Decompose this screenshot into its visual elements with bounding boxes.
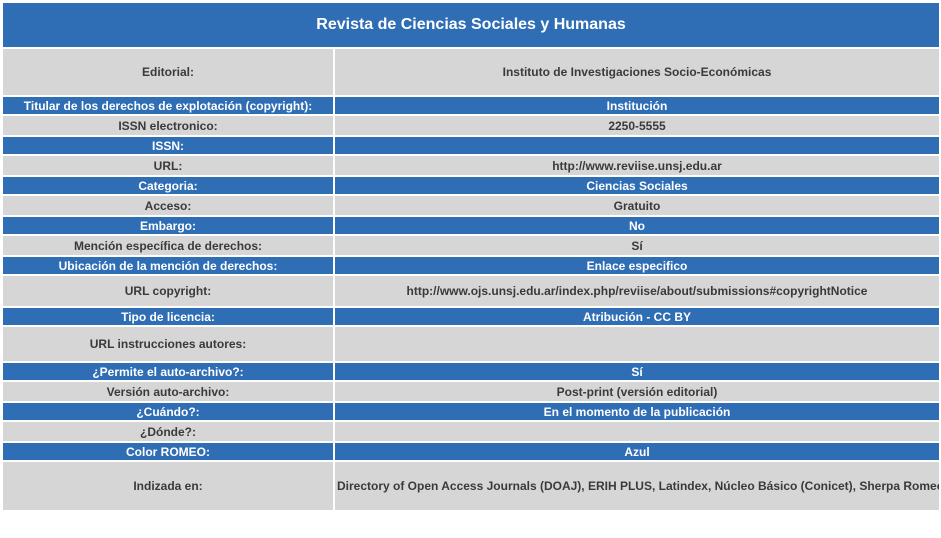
field-value: Atribución - CC BY [335,308,940,325]
field-value: Post-print (versión editorial) [335,382,940,401]
field-value [335,137,940,154]
field-label: Versión auto-archivo: [3,382,333,401]
field-label: ISSN electronico: [3,116,333,135]
field-label: Acceso: [3,196,333,215]
field-value: Instituto de Investigaciones Socio-Econó… [335,49,940,95]
record-row: Editorial: Instituto de Investigaciones S… [3,49,940,95]
journal-record-table: Revista de Ciencias Sociales y Humanas E… [1,1,941,512]
field-label: ISSN: [3,137,333,154]
field-label: Titular de los derechos de explotación (… [3,97,333,114]
field-label: Embargo: [3,217,333,234]
record-row: URL copyright: http://www.ojs.unsj.edu.ar… [3,276,940,306]
field-value: Sí [335,236,940,255]
journal-title: Revista de Ciencias Sociales y Humanas [3,3,940,47]
record-row: Color ROMEO: Azul [3,443,940,460]
record-row: Titular de los derechos de explotación (… [3,97,940,114]
field-label: Mención específica de derechos: [3,236,333,255]
field-label: Color ROMEO: [3,443,333,460]
record-row: ¿Dónde?: [3,422,940,441]
field-value: http://www.reviise.unsj.edu.ar [335,156,940,175]
record-row: URL: http://www.reviise.unsj.edu.ar [3,156,940,175]
field-value: Directory of Open Access Journals (DOAJ)… [335,462,940,510]
field-label: Tipo de licencia: [3,308,333,325]
field-value: No [335,217,940,234]
field-label: URL copyright: [3,276,333,306]
record-row: Tipo de licencia: Atribución - CC BY [3,308,940,325]
record-row: Mención específica de derechos: Sí [3,236,940,255]
record-row: Indizada en: Directory of Open Access Jou… [3,462,940,510]
field-label: URL instrucciones autores: [3,327,333,361]
field-value: Sí [335,363,940,380]
record-body: Revista de Ciencias Sociales y Humanas E… [3,3,940,510]
field-value [335,422,940,441]
field-label: ¿Cuándo?: [3,403,333,420]
field-label: Editorial: [3,49,333,95]
field-label: Categoria: [3,177,333,194]
field-value: http://www.ojs.unsj.edu.ar/index.php/rev… [335,276,940,306]
record-row: ISSN electronico: 2250-5555 [3,116,940,135]
record-row: ISSN: [3,137,940,154]
record-row: Ubicación de la mención de derechos: Enla… [3,257,940,274]
field-value: Azul [335,443,940,460]
record-row: Categoria: Ciencias Sociales [3,177,940,194]
record-row: ¿Permite el auto-archivo?: Sí [3,363,940,380]
record-row: Embargo: No [3,217,940,234]
field-label: Ubicación de la mención de derechos: [3,257,333,274]
record-row: ¿Cuándo?: En el momento de la publicación [3,403,940,420]
field-value [335,327,940,361]
field-value: Gratuito [335,196,940,215]
record-row: Versión auto-archivo: Post-print (versión… [3,382,940,401]
field-value: En el momento de la publicación [335,403,940,420]
record-row: URL instrucciones autores: [3,327,940,361]
title-row: Revista de Ciencias Sociales y Humanas [3,3,940,47]
field-label: URL: [3,156,333,175]
field-value: Institución [335,97,940,114]
field-label: ¿Permite el auto-archivo?: [3,363,333,380]
field-value: Enlace especifico [335,257,940,274]
field-value: Ciencias Sociales [335,177,940,194]
record-row: Acceso: Gratuito [3,196,940,215]
field-label: Indizada en: [3,462,333,510]
field-value: 2250-5555 [335,116,940,135]
field-label: ¿Dónde?: [3,422,333,441]
